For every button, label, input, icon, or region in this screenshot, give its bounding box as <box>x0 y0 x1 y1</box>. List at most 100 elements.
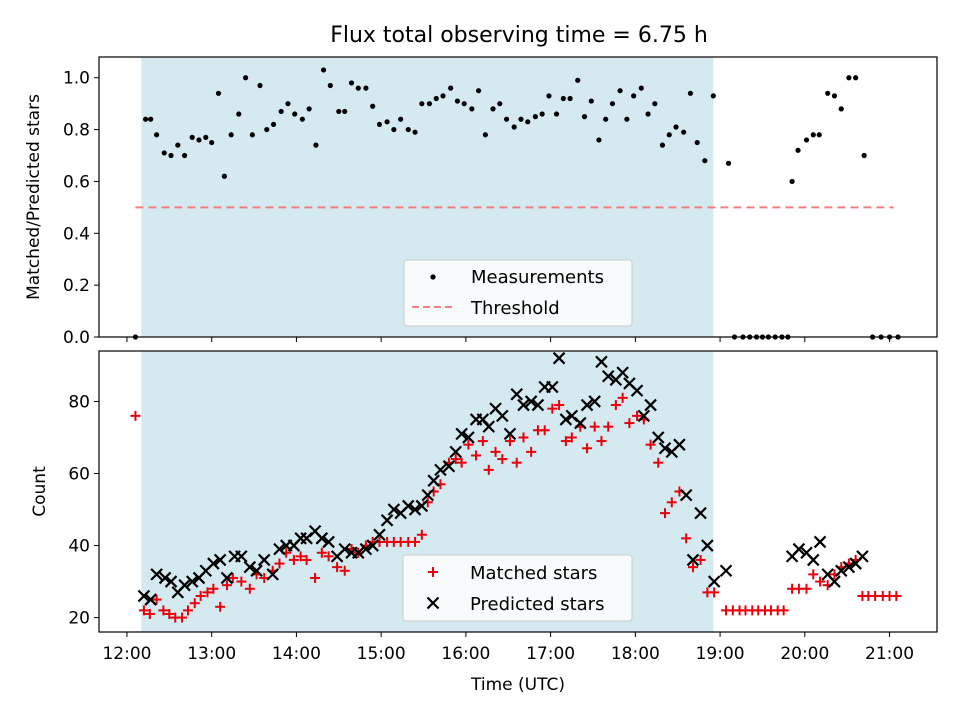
matched-star-point <box>695 554 706 565</box>
measurement-point <box>257 82 263 89</box>
predicted-star-point <box>792 542 806 556</box>
predicted-star-point <box>338 542 352 556</box>
matched-star-point <box>518 432 529 443</box>
measurement-point <box>810 132 816 138</box>
count-legend: Matched stars Predicted stars <box>402 554 633 622</box>
matched-star-point <box>566 432 577 443</box>
measurement-point <box>336 108 342 115</box>
legend-matched-glyph <box>428 567 438 577</box>
count-x-tick-label: 16:00 <box>441 644 490 664</box>
predicted-star-point <box>359 542 373 556</box>
measurement-point <box>666 132 672 138</box>
measurement-point <box>168 152 174 159</box>
predicted-star-point <box>220 571 234 585</box>
matched-star-point <box>164 608 175 619</box>
matched-star-point <box>195 590 206 601</box>
predicted-star-point <box>510 387 524 401</box>
measurement-point <box>702 158 708 164</box>
measurement-point <box>419 101 425 107</box>
measurement-point <box>203 134 209 140</box>
matched-star-point <box>316 547 327 558</box>
matched-star-point <box>511 457 522 468</box>
predicted-star-points <box>137 351 869 606</box>
ratio-panel: 0.0 0.2 0.4 0.6 0.8 1.0 Matched/Predicted sta… <box>24 56 938 348</box>
matched-star-point <box>189 598 200 609</box>
predicted-star-point <box>352 546 365 560</box>
measurement-point <box>469 106 475 112</box>
measurement-point <box>384 119 390 125</box>
measurement-point <box>148 116 154 122</box>
predicted-star-point <box>315 532 329 545</box>
measurement-point <box>285 101 291 107</box>
measurement-point <box>816 132 822 138</box>
measurement-point <box>725 160 732 166</box>
legend-measurements-marker <box>430 274 436 280</box>
matched-star-point <box>288 554 299 565</box>
ratio-y-tick-label: 0.0 <box>63 328 90 348</box>
predicted-star-point <box>595 355 608 369</box>
measurement-point <box>391 126 397 133</box>
predicted-star-point <box>673 438 686 451</box>
measurement-point <box>398 116 404 122</box>
predicted-star-point <box>427 474 440 487</box>
measurement-point <box>249 132 255 138</box>
matched-star-point <box>323 551 334 562</box>
matched-star-point <box>596 436 607 447</box>
matched-star-point <box>490 446 501 457</box>
count-x-tick-label: 17:00 <box>526 644 575 664</box>
predicted-star-point <box>834 564 848 578</box>
measurement-point <box>475 88 482 94</box>
predicted-star-point <box>455 427 468 441</box>
matched-star-point <box>624 418 635 429</box>
measurement-point <box>631 93 637 99</box>
count-y-tick-label: 40 <box>68 537 90 557</box>
measurement-point <box>221 173 228 179</box>
matched-star-point <box>547 403 558 414</box>
predicted-star-point <box>150 568 163 581</box>
matched-star-point <box>244 583 255 594</box>
predicted-star-point <box>707 575 721 588</box>
measurement-point <box>370 103 376 109</box>
ratio-y-tick-label: 0.6 <box>63 172 90 192</box>
matched-star-point <box>416 529 427 540</box>
ratio-y-tick-label: 1.0 <box>63 69 90 89</box>
predicted-star-point <box>701 539 714 552</box>
legend-threshold-label: Threshold <box>470 298 560 319</box>
measurement-point <box>376 121 383 128</box>
measurement-point <box>299 116 305 122</box>
measurement-point <box>348 80 355 86</box>
measurement-point <box>342 108 348 115</box>
measurement-point <box>803 137 810 143</box>
predicted-star-point <box>588 395 601 408</box>
matched-star-point <box>151 594 162 605</box>
matched-star-point <box>681 533 692 544</box>
predicted-star-point <box>574 416 587 430</box>
measurement-point <box>588 98 594 104</box>
count-x-axis: 12:00 13:00 14:00 15:00 16:00 17:00 18:00 19:00… <box>102 632 914 664</box>
ratio-y-label: Matched/Predicted stars <box>24 94 44 300</box>
matched-star-point <box>632 410 643 421</box>
measurement-point <box>596 137 602 143</box>
ratio-y-axis: 0.0 0.2 0.4 0.6 0.8 1.0 <box>63 69 99 348</box>
predicted-star-point <box>250 564 263 578</box>
predicted-star-point <box>813 535 827 549</box>
matched-star-point <box>801 583 812 594</box>
matched-star-point <box>227 572 238 583</box>
matched-star-point <box>808 569 819 580</box>
matched-star-point <box>138 605 149 616</box>
matched-star-point <box>295 551 306 562</box>
predicted-star-point <box>185 575 199 588</box>
matched-star-point <box>310 572 321 583</box>
count-x-tick-label: 15:00 <box>357 644 406 664</box>
matched-star-point <box>653 457 664 468</box>
measurement-point <box>560 95 566 102</box>
measurement-point <box>503 116 510 122</box>
measurement-point <box>652 101 658 107</box>
matched-star-point <box>554 400 565 411</box>
matched-star-point <box>144 608 155 619</box>
matched-star-point <box>687 562 698 573</box>
measurement-point <box>228 132 234 138</box>
predicted-star-point <box>630 384 644 397</box>
matched-star-point <box>778 605 789 616</box>
